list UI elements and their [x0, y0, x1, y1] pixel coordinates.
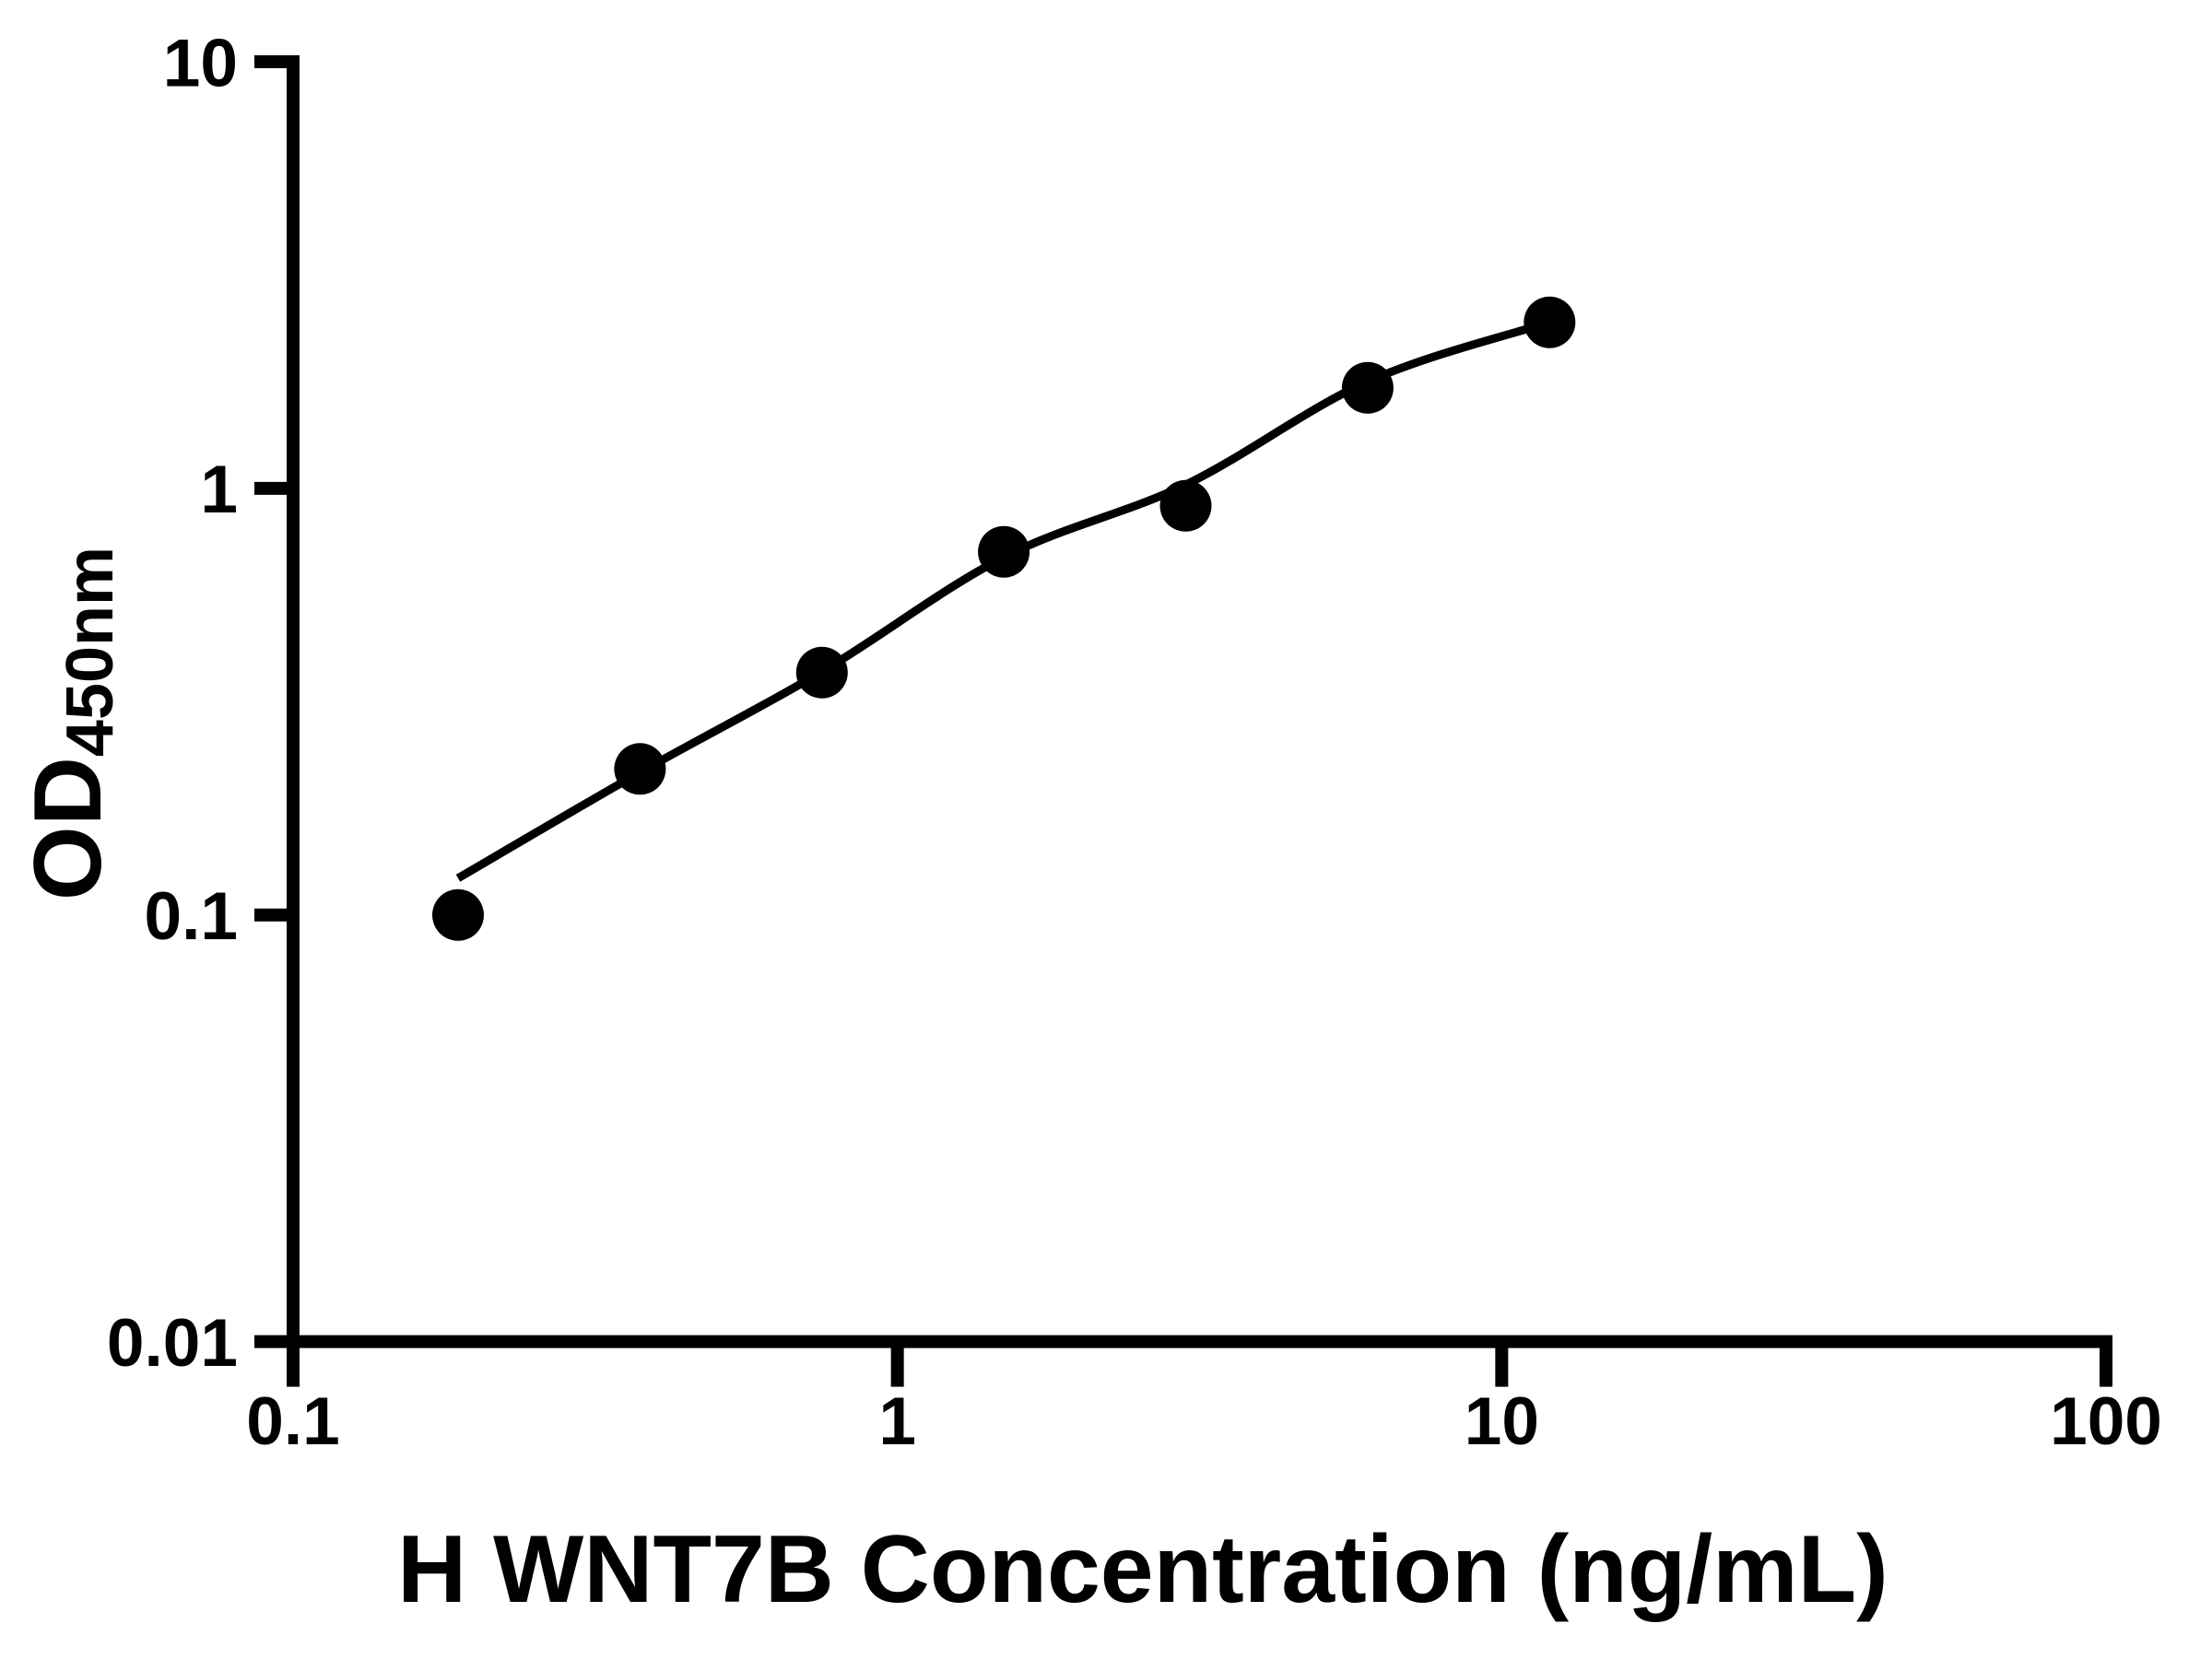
y-axis-title-main: OD	[15, 757, 123, 901]
y-tick-label: 10	[163, 26, 238, 100]
x-tick-label: 1	[878, 1384, 916, 1459]
data-point	[795, 646, 848, 699]
data-point	[432, 888, 484, 941]
x-axis-title: H WNT7B Concentration (ng/mL)	[37, 1517, 2212, 1622]
x-axis-title-text: H WNT7B Concentration (ng/mL)	[397, 1516, 1888, 1623]
y-tick-label: 1	[200, 453, 238, 527]
x-tick-label: 10	[1465, 1384, 1539, 1459]
x-tick-label: 0.1	[246, 1384, 339, 1459]
data-point	[1341, 361, 1394, 414]
data-point	[614, 743, 666, 795]
data-point	[1524, 296, 1576, 348]
x-tick-label: 100	[2050, 1384, 2162, 1459]
y-axis-title: OD450nm	[15, 546, 127, 900]
data-point	[1159, 479, 1212, 532]
data-point	[978, 525, 1030, 578]
y-tick-label: 0.01	[107, 1306, 238, 1381]
y-tick-label: 0.1	[145, 879, 238, 954]
y-axis-title-sub: 450nm	[53, 546, 127, 758]
